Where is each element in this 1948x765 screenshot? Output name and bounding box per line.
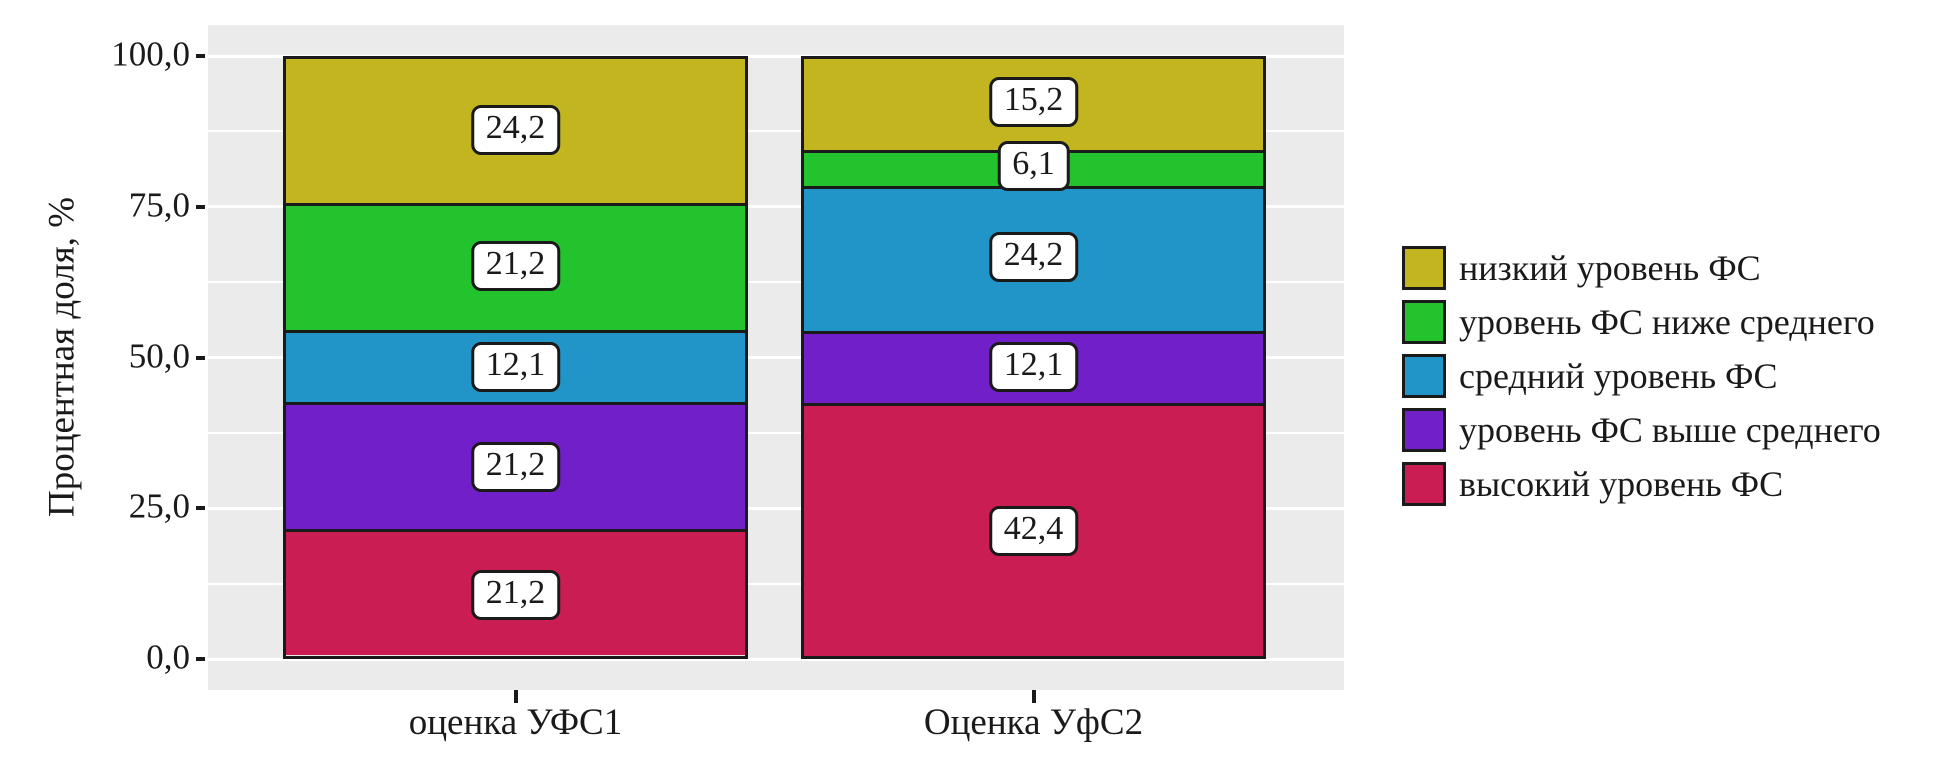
legend-label: средний уровень ФС [1459,356,1778,396]
y-tick-mark [196,506,205,511]
legend-swatch [1402,408,1446,452]
major-gridline [208,356,1344,359]
legend-swatch [1402,354,1446,398]
x-axis-label: Оценка УфС2 [923,702,1144,743]
value-label: 21,2 [470,241,561,292]
value-label: 21,2 [470,570,561,621]
major-gridline [208,506,1344,510]
major-gridline [208,657,1344,661]
legend-label: высокий уровень ФС [1459,464,1784,504]
x-tick-mark [513,690,518,703]
minor-gridline [208,582,1344,585]
value-label: 21,2 [470,442,561,493]
major-gridline [208,205,1344,209]
y-tick-mark [196,355,205,360]
y-tick-label: 75,0 [128,185,190,225]
legend-item: средний уровень ФС [1402,349,1881,403]
legend-label: уровень ФС ниже среднего [1459,302,1875,342]
value-label: 24,2 [470,104,561,155]
y-tick-label: 0,0 [146,637,190,677]
legend-item: высокий уровень ФС [1402,457,1881,511]
y-tick-mark [196,54,205,58]
value-label: 42,4 [988,506,1079,557]
minor-gridline [208,431,1344,434]
legend-label: низкий уровень ФС [1459,248,1761,288]
legend-swatch [1402,300,1446,344]
value-label: 24,2 [988,232,1079,283]
y-tick-mark [196,204,205,209]
legend-item: уровень ФС выше среднего [1402,403,1881,457]
major-gridline [208,54,1344,58]
legend-swatch [1402,462,1446,506]
legend: низкий уровень ФС уровень ФС ниже среднег… [1402,241,1881,511]
legend-swatch [1402,246,1446,290]
value-label: 6,1 [997,141,1070,192]
y-tick-mark [196,657,205,661]
minor-gridline [208,130,1344,133]
y-tick-label: 25,0 [128,486,190,526]
x-tick-mark [1031,690,1036,703]
y-tick-label: 100,0 [111,34,190,74]
stacked-bar [283,56,748,659]
value-label: 12,1 [988,341,1079,392]
value-label: 15,2 [988,76,1079,127]
y-tick-label: 50,0 [128,335,190,375]
x-axis-label: оценка УФС1 [408,702,623,743]
value-label: 12,1 [470,341,561,392]
legend-item: низкий уровень ФС [1402,241,1881,295]
legend-label: уровень ФС выше среднего [1459,410,1881,450]
minor-gridline [208,281,1344,284]
legend-item: уровень ФС ниже среднего [1402,295,1881,349]
